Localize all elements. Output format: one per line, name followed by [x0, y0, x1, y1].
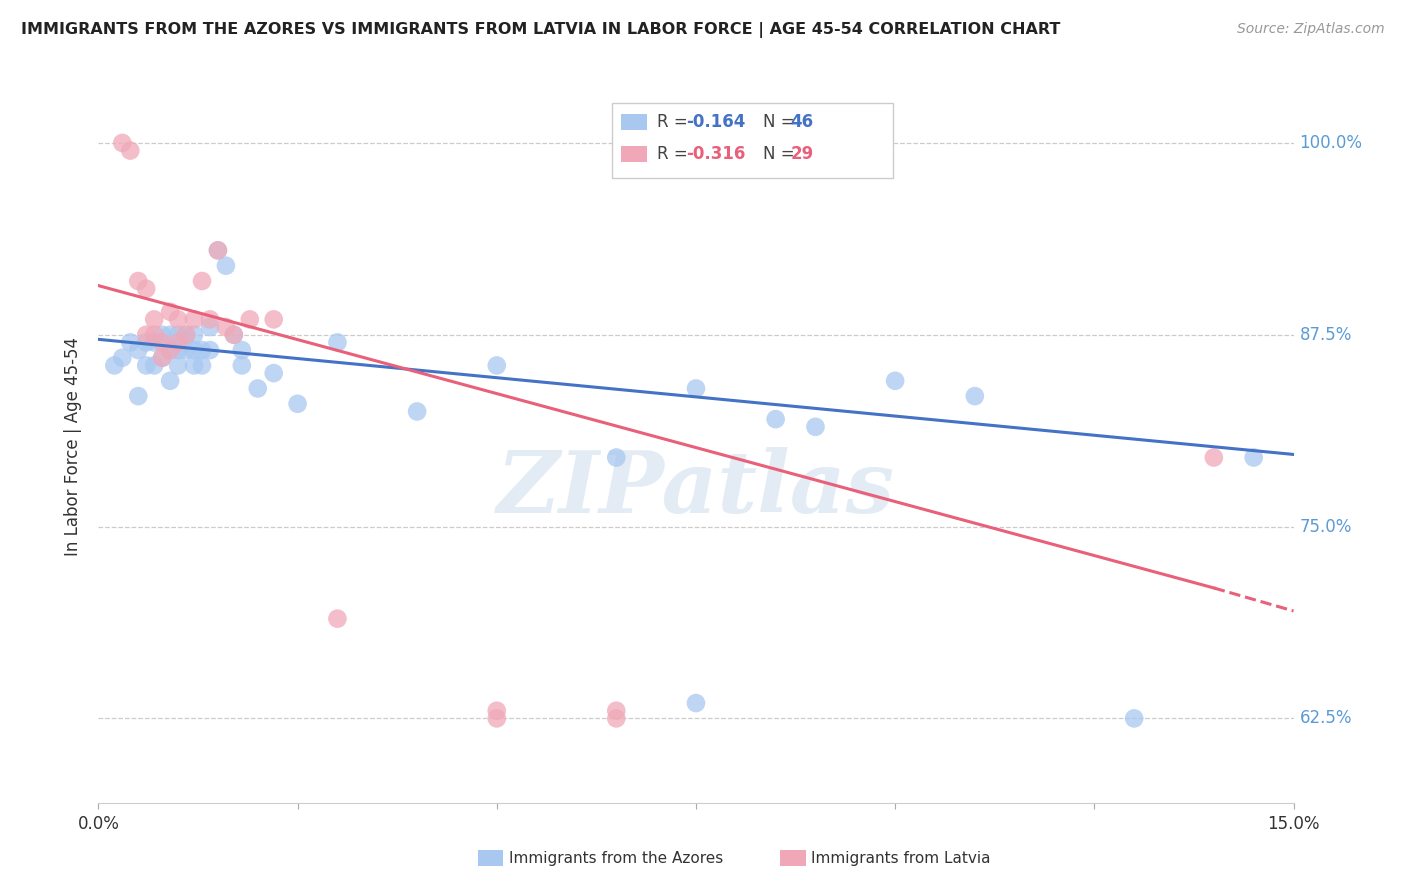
Text: R =: R =: [657, 113, 693, 131]
Text: 46: 46: [790, 113, 813, 131]
Text: ZIPatlas: ZIPatlas: [496, 447, 896, 531]
Point: [605, 711, 627, 725]
Point: [103, 359, 125, 373]
Point: [135, 282, 157, 296]
Point: [167, 327, 190, 342]
Point: [183, 359, 205, 373]
Point: [183, 343, 205, 357]
Point: [804, 419, 827, 434]
Point: [120, 335, 142, 350]
Text: 15.0%: 15.0%: [1267, 815, 1320, 833]
Point: [120, 144, 142, 158]
Text: -0.164: -0.164: [686, 113, 745, 131]
Text: -0.316: -0.316: [686, 145, 745, 163]
Point: [326, 335, 349, 350]
Point: [111, 136, 134, 150]
Point: [485, 711, 508, 725]
Text: 87.5%: 87.5%: [1299, 326, 1353, 343]
Text: Source: ZipAtlas.com: Source: ZipAtlas.com: [1237, 22, 1385, 37]
Point: [191, 274, 214, 288]
Y-axis label: In Labor Force | Age 45-54: In Labor Force | Age 45-54: [65, 336, 83, 556]
Point: [167, 359, 190, 373]
Point: [198, 312, 221, 326]
Point: [150, 351, 173, 365]
Point: [159, 343, 181, 357]
Point: [685, 381, 707, 395]
Text: Immigrants from the Azores: Immigrants from the Azores: [509, 851, 723, 865]
Point: [485, 704, 508, 718]
Point: [207, 244, 229, 258]
Point: [263, 366, 285, 380]
Point: [143, 335, 166, 350]
Point: [198, 343, 221, 357]
Text: Immigrants from Latvia: Immigrants from Latvia: [811, 851, 991, 865]
Point: [605, 704, 627, 718]
Point: [143, 327, 166, 342]
Point: [191, 359, 214, 373]
Text: 62.5%: 62.5%: [1299, 709, 1353, 727]
Point: [150, 335, 173, 350]
Point: [159, 304, 181, 318]
Point: [167, 335, 190, 350]
Point: [167, 343, 190, 357]
Point: [485, 359, 508, 373]
Point: [111, 351, 134, 365]
Point: [207, 244, 229, 258]
Point: [143, 359, 166, 373]
Text: N =: N =: [763, 113, 800, 131]
Point: [167, 312, 190, 326]
Point: [685, 696, 707, 710]
Point: [191, 343, 214, 357]
Point: [406, 404, 429, 418]
Point: [174, 327, 197, 342]
Point: [765, 412, 787, 426]
Point: [183, 327, 205, 342]
Point: [231, 359, 253, 373]
Point: [183, 312, 205, 326]
Point: [1243, 450, 1265, 465]
Point: [127, 343, 149, 357]
Point: [174, 343, 197, 357]
Text: R =: R =: [657, 145, 693, 163]
Text: 75.0%: 75.0%: [1299, 517, 1353, 535]
Text: 29: 29: [790, 145, 814, 163]
Point: [263, 312, 285, 326]
Point: [159, 343, 181, 357]
Point: [1123, 711, 1146, 725]
Point: [215, 259, 238, 273]
Point: [150, 327, 173, 342]
Point: [127, 389, 149, 403]
Text: 0.0%: 0.0%: [77, 815, 120, 833]
Point: [884, 374, 907, 388]
Text: IMMIGRANTS FROM THE AZORES VS IMMIGRANTS FROM LATVIA IN LABOR FORCE | AGE 45-54 : IMMIGRANTS FROM THE AZORES VS IMMIGRANTS…: [21, 22, 1060, 38]
Point: [246, 381, 269, 395]
Point: [174, 327, 197, 342]
Point: [135, 327, 157, 342]
Point: [135, 359, 157, 373]
Point: [159, 374, 181, 388]
Point: [326, 612, 349, 626]
Point: [215, 320, 238, 334]
Point: [222, 327, 245, 342]
Point: [287, 397, 309, 411]
Point: [150, 351, 173, 365]
Point: [198, 320, 221, 334]
Text: N =: N =: [763, 145, 800, 163]
Point: [127, 274, 149, 288]
Point: [159, 327, 181, 342]
Text: 100.0%: 100.0%: [1299, 134, 1362, 152]
Point: [231, 343, 253, 357]
Point: [143, 312, 166, 326]
Point: [605, 450, 627, 465]
Point: [135, 335, 157, 350]
Point: [222, 327, 245, 342]
Point: [1202, 450, 1225, 465]
Point: [239, 312, 262, 326]
Point: [963, 389, 986, 403]
